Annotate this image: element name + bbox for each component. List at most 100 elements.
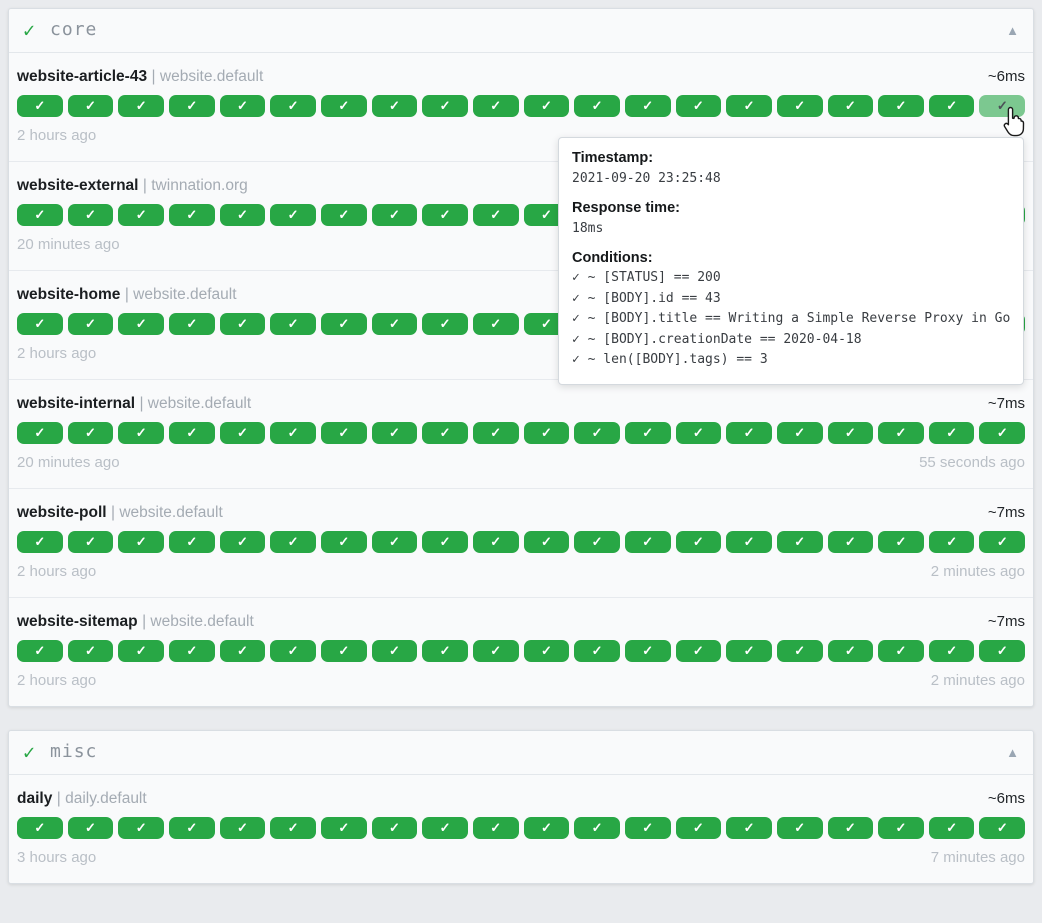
health-check-badge[interactable]: ✓ (270, 313, 316, 335)
health-check-badge[interactable]: ✓ (726, 531, 772, 553)
health-check-badge[interactable]: ✓ (168, 313, 215, 335)
health-check-badge[interactable]: ✓ (17, 422, 63, 444)
health-check-badge[interactable]: ✓ (422, 817, 468, 839)
health-check-badge[interactable]: ✓ (523, 204, 570, 226)
health-check-badge[interactable]: ✓ (371, 640, 418, 662)
health-check-badge[interactable]: ✓ (270, 640, 316, 662)
health-check-badge[interactable]: ✓ (878, 95, 924, 117)
health-check-badge[interactable]: ✓ (118, 640, 164, 662)
health-check-badge[interactable]: ✓ (67, 95, 114, 117)
health-check-badge[interactable]: ✓ (523, 95, 570, 117)
health-check-badge[interactable]: ✓ (472, 313, 519, 335)
health-check-badge[interactable]: ✓ (675, 95, 722, 117)
health-check-badge[interactable]: ✓ (726, 817, 772, 839)
health-check-badge[interactable]: ✓ (675, 422, 722, 444)
health-check-badge[interactable]: ✓ (168, 817, 215, 839)
health-check-badge[interactable]: ✓ (67, 640, 114, 662)
health-check-badge[interactable]: ✓ (827, 640, 874, 662)
health-check-badge[interactable]: ✓ (523, 531, 570, 553)
health-check-badge[interactable]: ✓ (371, 204, 418, 226)
health-check-badge[interactable]: ✓ (574, 817, 620, 839)
health-check-badge[interactable]: ✓ (472, 817, 519, 839)
health-check-badge[interactable]: ✓ (878, 422, 924, 444)
health-check-badge[interactable]: ✓ (827, 422, 874, 444)
health-check-badge[interactable]: ✓ (371, 313, 418, 335)
health-check-badge[interactable]: ✓ (878, 817, 924, 839)
health-check-badge[interactable]: ✓ (928, 95, 975, 117)
health-check-badge[interactable]: ✓ (472, 531, 519, 553)
health-check-badge[interactable]: ✓ (168, 95, 215, 117)
health-check-badge[interactable]: ✓ (118, 422, 164, 444)
collapse-arrow-icon[interactable]: ▲ (1006, 22, 1019, 38)
health-check-badge[interactable]: ✓ (320, 531, 367, 553)
health-check-badge[interactable]: ✓ (270, 531, 316, 553)
health-check-badge[interactable]: ✓ (776, 640, 823, 662)
health-check-badge[interactable]: ✓ (624, 531, 671, 553)
health-check-badge[interactable]: ✓ (979, 817, 1026, 839)
health-check-badge[interactable]: ✓ (422, 640, 468, 662)
health-check-badge[interactable]: ✓ (118, 95, 164, 117)
health-check-badge[interactable]: ✓ (320, 817, 367, 839)
health-check-badge[interactable]: ✓ (979, 95, 1026, 117)
health-check-badge[interactable]: ✓ (574, 422, 620, 444)
health-check-badge[interactable]: ✓ (17, 817, 63, 839)
health-check-badge[interactable]: ✓ (574, 531, 620, 553)
health-check-badge[interactable]: ✓ (472, 204, 519, 226)
health-check-badge[interactable]: ✓ (624, 95, 671, 117)
health-check-badge[interactable]: ✓ (675, 531, 722, 553)
health-check-badge[interactable]: ✓ (168, 204, 215, 226)
health-check-badge[interactable]: ✓ (472, 640, 519, 662)
health-check-badge[interactable]: ✓ (17, 313, 63, 335)
health-check-badge[interactable]: ✓ (624, 422, 671, 444)
health-check-badge[interactable]: ✓ (422, 531, 468, 553)
health-check-badge[interactable]: ✓ (979, 531, 1026, 553)
health-check-badge[interactable]: ✓ (827, 817, 874, 839)
group-header[interactable]: ✓ core ▲ (9, 9, 1033, 53)
health-check-badge[interactable]: ✓ (17, 204, 63, 226)
health-check-badge[interactable]: ✓ (67, 531, 114, 553)
health-check-badge[interactable]: ✓ (928, 640, 975, 662)
health-check-badge[interactable]: ✓ (219, 313, 266, 335)
health-check-badge[interactable]: ✓ (776, 95, 823, 117)
health-check-badge[interactable]: ✓ (472, 422, 519, 444)
health-check-badge[interactable]: ✓ (675, 817, 722, 839)
health-check-badge[interactable]: ✓ (118, 817, 164, 839)
health-check-badge[interactable]: ✓ (523, 817, 570, 839)
health-check-badge[interactable]: ✓ (422, 422, 468, 444)
health-check-badge[interactable]: ✓ (928, 531, 975, 553)
health-check-badge[interactable]: ✓ (827, 95, 874, 117)
health-check-badge[interactable]: ✓ (270, 204, 316, 226)
health-check-badge[interactable]: ✓ (422, 204, 468, 226)
health-check-badge[interactable]: ✓ (168, 640, 215, 662)
health-check-badge[interactable]: ✓ (776, 531, 823, 553)
health-check-badge[interactable]: ✓ (878, 531, 924, 553)
health-check-badge[interactable]: ✓ (979, 640, 1026, 662)
health-check-badge[interactable]: ✓ (270, 95, 316, 117)
health-check-badge[interactable]: ✓ (371, 531, 418, 553)
health-check-badge[interactable]: ✓ (320, 313, 367, 335)
health-check-badge[interactable]: ✓ (219, 817, 266, 839)
health-check-badge[interactable]: ✓ (17, 95, 63, 117)
health-check-badge[interactable]: ✓ (523, 640, 570, 662)
health-check-badge[interactable]: ✓ (270, 817, 316, 839)
health-check-badge[interactable]: ✓ (219, 422, 266, 444)
health-check-badge[interactable]: ✓ (523, 422, 570, 444)
health-check-badge[interactable]: ✓ (320, 95, 367, 117)
health-check-badge[interactable]: ✓ (270, 422, 316, 444)
health-check-badge[interactable]: ✓ (675, 640, 722, 662)
health-check-badge[interactable]: ✓ (320, 640, 367, 662)
health-check-badge[interactable]: ✓ (726, 640, 772, 662)
health-check-badge[interactable]: ✓ (219, 640, 266, 662)
health-check-badge[interactable]: ✓ (928, 422, 975, 444)
health-check-badge[interactable]: ✓ (574, 640, 620, 662)
health-check-badge[interactable]: ✓ (67, 204, 114, 226)
health-check-badge[interactable]: ✓ (17, 531, 63, 553)
health-check-badge[interactable]: ✓ (371, 422, 418, 444)
health-check-badge[interactable]: ✓ (371, 817, 418, 839)
health-check-badge[interactable]: ✓ (726, 95, 772, 117)
health-check-badge[interactable]: ✓ (118, 313, 164, 335)
health-check-badge[interactable]: ✓ (219, 95, 266, 117)
health-check-badge[interactable]: ✓ (219, 204, 266, 226)
health-check-badge[interactable]: ✓ (878, 640, 924, 662)
health-check-badge[interactable]: ✓ (928, 817, 975, 839)
